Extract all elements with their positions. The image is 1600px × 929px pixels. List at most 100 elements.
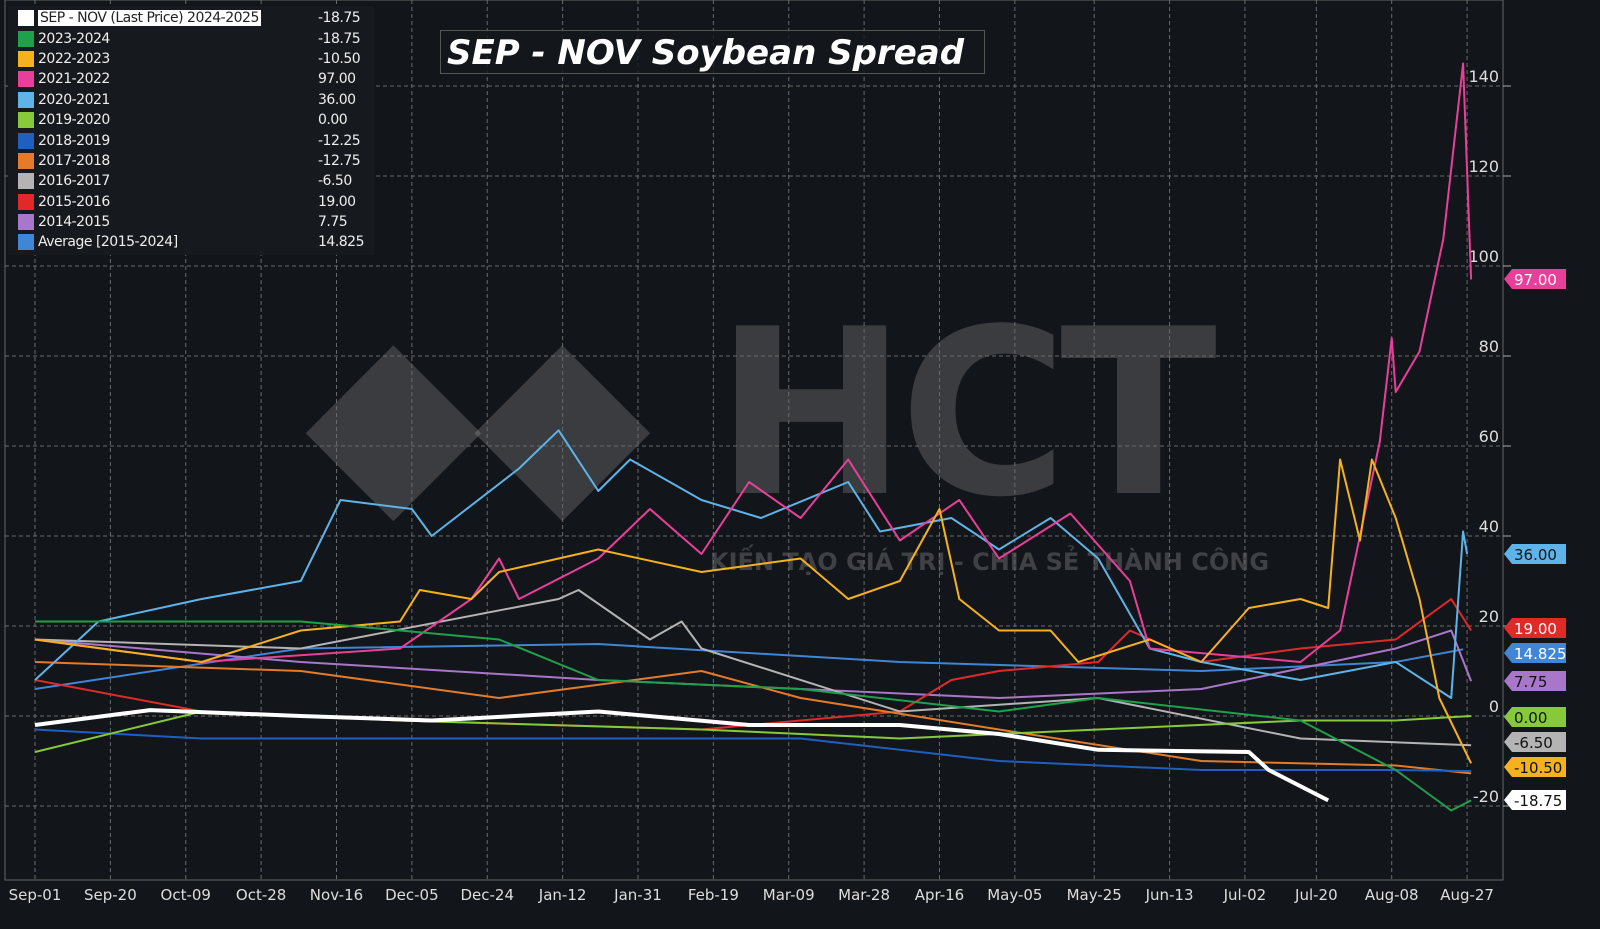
series-line (34, 62, 1473, 663)
value-tag: -18.75 (1504, 790, 1566, 810)
legend-label: 2023-2024 (38, 30, 110, 47)
y-tick-label: 140 (1468, 67, 1499, 86)
value-tag: -6.50 (1504, 732, 1566, 752)
legend-swatch (18, 234, 34, 251)
legend-value: -18.75 (318, 10, 361, 27)
svg-text:-18.75: -18.75 (1514, 792, 1562, 810)
x-tick-label: Jan-31 (613, 886, 662, 904)
legend-value: 14.825 (318, 234, 365, 251)
legend-label: SEP - NOV (Last Price) 2024-2025 (38, 10, 261, 27)
legend-value: -12.25 (318, 132, 361, 149)
svg-text:7.75: 7.75 (1514, 673, 1547, 691)
legend-swatch (18, 10, 34, 27)
legend-swatch (18, 30, 34, 47)
legend-label: 2018-2019 (38, 132, 110, 149)
legend-swatch (18, 71, 34, 88)
legend-label: 2019-2020 (38, 112, 110, 129)
legend-label: 2021-2022 (38, 71, 110, 88)
legend-value: -10.50 (318, 50, 361, 67)
x-tick-label: Mar-09 (763, 886, 815, 904)
series-line (34, 728, 1472, 773)
legend-label: 2016-2017 (38, 173, 110, 190)
legend-swatch (18, 50, 34, 67)
x-tick-label: May-05 (987, 886, 1042, 904)
x-tick-label: Feb-19 (688, 886, 739, 904)
series-line (34, 589, 1472, 747)
series-line (34, 429, 1469, 699)
legend-item: 2023-2024 -18.75 (8, 28, 374, 48)
legend-swatch (18, 91, 34, 108)
svg-text:-10.50: -10.50 (1514, 759, 1562, 777)
value-tag: 19.00 (1504, 618, 1566, 638)
legend-value: 97.00 (318, 71, 356, 88)
x-tick-label: Oct-09 (161, 886, 211, 904)
x-tick-label: Jun-13 (1145, 886, 1194, 904)
value-tag: 36.00 (1504, 544, 1566, 564)
legend-item: 2019-2020 0.00 (8, 110, 374, 130)
legend-value: 0.00 (318, 112, 348, 129)
legend-swatch (18, 132, 34, 149)
legend-value: 7.75 (318, 214, 348, 231)
series-line (34, 710, 1472, 753)
x-tick-label: Mar-28 (838, 886, 890, 904)
series-line (35, 620, 1472, 812)
x-tick-label: Sep-20 (84, 886, 137, 904)
x-tick-label: Nov-16 (310, 886, 363, 904)
value-tag: 0.00 (1504, 707, 1566, 727)
y-tick-label: 40 (1479, 517, 1499, 536)
legend-item: 2016-2017 -6.50 (8, 171, 374, 191)
x-tick-label: May-25 (1067, 886, 1122, 904)
svg-text:0.00: 0.00 (1514, 709, 1547, 727)
watermark-logo: ◆◆ HCT (305, 281, 1217, 548)
y-tick-label: 120 (1468, 157, 1499, 176)
plot-frame (4, 0, 1504, 881)
legend-label: 2015-2016 (38, 193, 110, 210)
legend-swatch (18, 193, 34, 210)
x-tick-label: Aug-27 (1440, 886, 1494, 904)
x-tick-label: Sep-01 (9, 886, 62, 904)
series-line (34, 708, 1330, 803)
legend-swatch (18, 152, 34, 169)
legend-item: 2018-2019 -12.25 (8, 130, 374, 150)
x-tick-label: Apr-16 (915, 886, 965, 904)
legend: SEP - NOV (Last Price) 2024-2025 -18.75 20… (8, 6, 374, 255)
series-line (34, 458, 1472, 764)
series-line (34, 661, 1472, 775)
x-tick-label: Jul-20 (1294, 886, 1338, 904)
legend-label: 2014-2015 (38, 214, 110, 231)
x-tick-label: Aug-08 (1365, 886, 1419, 904)
chart-title: SEP - NOV Soybean Spread (440, 30, 985, 74)
value-tag: 14.825 (1504, 643, 1567, 663)
legend-item: 2021-2022 97.00 (8, 69, 374, 89)
legend-value: 36.00 (318, 91, 356, 108)
legend-item: 2015-2016 19.00 (8, 192, 374, 212)
legend-item: 2014-2015 7.75 (8, 212, 374, 232)
y-tick-label: -20 (1473, 787, 1499, 806)
value-tag: 97.00 (1504, 269, 1566, 289)
series-line (34, 643, 1464, 690)
legend-value: -12.75 (318, 152, 361, 169)
legend-swatch (18, 173, 34, 190)
legend-value: 19.00 (318, 193, 356, 210)
svg-text:19.00: 19.00 (1514, 620, 1557, 638)
x-tick-label: Dec-05 (385, 886, 439, 904)
legend-label: 2020-2021 (38, 91, 110, 108)
legend-item: 2022-2023 -10.50 (8, 49, 374, 69)
legend-label: 2017-2018 (38, 152, 110, 169)
legend-value: -18.75 (318, 30, 361, 47)
legend-swatch (18, 112, 34, 129)
value-tag: 7.75 (1504, 671, 1566, 691)
legend-swatch (18, 214, 34, 231)
x-tick-label: Jan-12 (538, 886, 587, 904)
legend-item: Average [2015-2024] 14.825 (8, 232, 374, 252)
y-tick-label: 20 (1479, 607, 1499, 626)
value-tag: -10.50 (1504, 757, 1566, 777)
svg-text:36.00: 36.00 (1514, 546, 1557, 564)
legend-label: Average [2015-2024] (38, 234, 178, 251)
svg-text:14.825: 14.825 (1514, 645, 1567, 663)
legend-item: SEP - NOV (Last Price) 2024-2025 -18.75 (8, 8, 374, 28)
x-tick-label: Jul-02 (1223, 886, 1267, 904)
legend-value: -6.50 (318, 173, 352, 190)
y-tick-label: 0 (1489, 697, 1499, 716)
